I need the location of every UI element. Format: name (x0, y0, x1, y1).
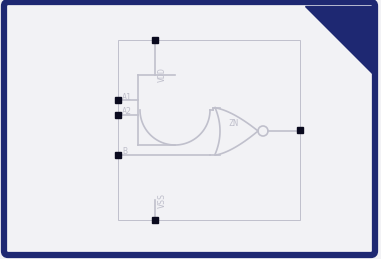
Bar (118, 40, 300, 220)
Bar (152, 37, 158, 43)
Text: A1: A1 (122, 92, 132, 102)
Text: B: B (122, 147, 127, 155)
Polygon shape (305, 6, 375, 76)
Text: A2: A2 (122, 107, 132, 117)
Bar (152, 217, 158, 223)
Text: ZN: ZN (228, 119, 238, 128)
Bar (297, 127, 303, 133)
Text: VSS: VSS (158, 192, 167, 207)
Bar (115, 112, 121, 118)
Bar (115, 97, 121, 103)
Text: VDD: VDD (158, 68, 167, 83)
FancyBboxPatch shape (4, 2, 375, 255)
Bar (115, 152, 121, 158)
